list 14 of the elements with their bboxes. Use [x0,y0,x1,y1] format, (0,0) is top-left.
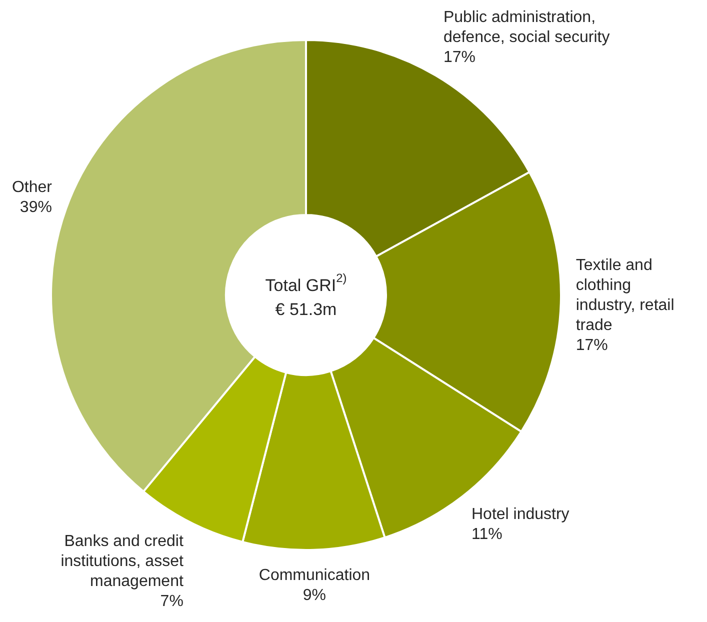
data-label: 9% [302,586,326,604]
slice-label: Banks and credit institutions, asset management [60,533,184,590]
slice-label: Textile and clothing industry, retail trade [576,257,674,334]
data-label: 7% [160,593,184,610]
data-label: 39% [20,198,52,216]
slice-label: Communication [258,566,370,584]
text: € 51.3m [275,300,337,318]
slice-label: Hotel industry [471,506,570,524]
data-label: 11% [471,526,502,544]
data-label: 17% [576,337,608,354]
slice-label: Other [12,178,53,196]
data-label: 17% [443,48,476,66]
slice-label: Public administration, defence, social security [443,8,610,46]
text: Total GRI$^{2)}$ [265,271,347,294]
